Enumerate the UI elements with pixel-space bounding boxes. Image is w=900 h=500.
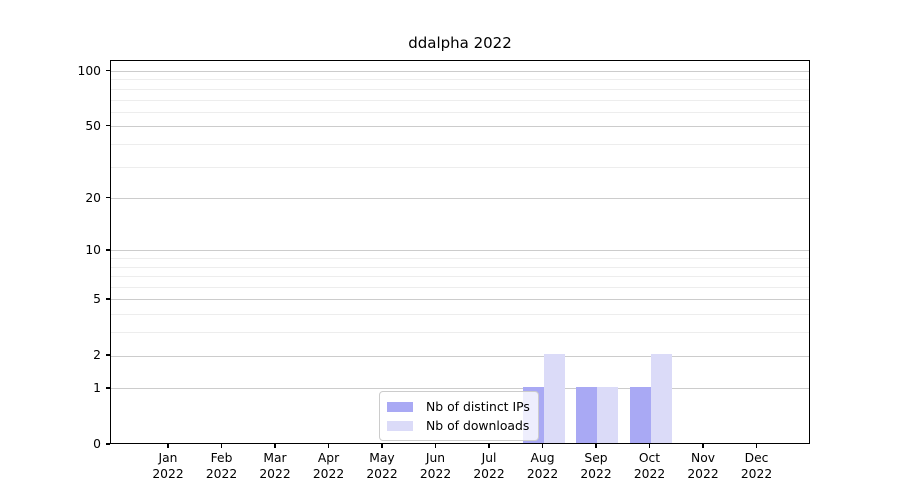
x-tick-month: Sep	[584, 451, 608, 465]
x-tick-month: Nov	[691, 451, 715, 465]
y-tick-label: 2	[93, 348, 101, 363]
x-tick-label: Mar 2022	[243, 451, 307, 482]
x-tick-year: 2022	[687, 466, 719, 481]
x-tick-label: Feb 2022	[190, 451, 254, 482]
legend-item: Nb of downloads	[387, 416, 530, 435]
y-tick-label: 1	[93, 380, 101, 395]
bar-nb-of-downloads	[597, 386, 618, 443]
minor-gridline	[111, 166, 809, 168]
major-gridline	[111, 71, 809, 72]
y-tick-mark	[106, 298, 110, 300]
y-tick-mark	[106, 69, 110, 72]
x-tick-mark	[755, 444, 758, 448]
y-tick-mark	[106, 196, 110, 199]
x-tick-mark	[167, 444, 169, 448]
x-tick-label: Jan 2022	[136, 451, 200, 482]
x-tick-year: 2022	[740, 466, 773, 481]
minor-gridline	[111, 79, 809, 81]
x-tick-year: 2022	[633, 466, 666, 481]
x-tick-mark	[541, 444, 544, 448]
major-gridline	[111, 126, 809, 128]
x-tick-month: Jun	[425, 451, 446, 465]
x-tick-label: Nov 2022	[671, 451, 735, 482]
x-tick-year: 2022	[259, 466, 291, 481]
major-gridline	[111, 250, 809, 252]
legend-swatch	[387, 420, 413, 431]
x-tick-year: 2022	[152, 466, 184, 481]
x-tick-year: 2022	[473, 466, 505, 481]
x-tick-year: 2022	[526, 466, 559, 481]
x-tick-label: May 2022	[350, 451, 414, 482]
x-tick-year: 2022	[312, 466, 345, 481]
x-tick-mark	[488, 444, 490, 448]
x-tick-mark	[274, 444, 276, 448]
legend-swatch	[387, 401, 413, 412]
x-tick-month: Apr	[317, 451, 340, 465]
y-tick-mark	[106, 249, 110, 251]
major-gridline	[111, 299, 809, 301]
legend-item: Nb of distinct IPs	[387, 397, 530, 416]
x-tick-label: Jul 2022	[457, 451, 521, 482]
minor-gridline	[111, 314, 809, 316]
x-tick-month: May	[369, 451, 395, 465]
y-tick-mark	[106, 354, 110, 356]
x-tick-month: Jul	[481, 451, 497, 465]
x-tick-label: Apr 2022	[297, 451, 361, 482]
bar-nb-of-downloads	[543, 354, 565, 443]
x-tick-label: Oct 2022	[618, 451, 682, 482]
x-tick-label: Sep 2022	[564, 451, 628, 482]
major-gridline	[111, 355, 809, 357]
x-tick-month: Feb	[210, 451, 233, 465]
x-tick-year: 2022	[205, 466, 238, 481]
y-tick-label: 50	[85, 118, 101, 133]
minor-gridline	[111, 143, 809, 145]
bar-nb-of-distinct-ips	[629, 386, 651, 443]
x-tick-mark	[595, 444, 597, 448]
minor-gridline	[111, 258, 809, 260]
major-gridline	[111, 198, 809, 200]
x-tick-year: 2022	[366, 466, 398, 481]
x-tick-label: Aug 2022	[511, 451, 575, 482]
x-tick-label: Dec 2022	[725, 451, 789, 482]
legend: Nb of distinct IPs Nb of downloads	[379, 391, 539, 441]
x-tick-month: Dec	[744, 451, 769, 465]
y-tick-mark	[106, 387, 110, 389]
minor-gridline	[111, 332, 809, 334]
major-gridline	[111, 388, 809, 390]
plot-area	[110, 60, 810, 444]
x-tick-mark	[381, 444, 383, 448]
y-tick-label: 100	[77, 63, 101, 78]
x-tick-mark	[702, 444, 704, 448]
x-tick-mark	[220, 444, 223, 448]
bar-nb-of-distinct-ips	[576, 386, 597, 443]
x-tick-year: 2022	[580, 466, 612, 481]
y-tick-label: 5	[93, 291, 101, 306]
minor-gridline	[111, 88, 809, 90]
x-tick-month: Mar	[263, 451, 287, 465]
x-tick-month: Jan	[158, 451, 178, 465]
y-tick-label: 20	[85, 190, 101, 205]
y-tick-mark	[106, 443, 110, 445]
y-tick-label: 10	[85, 242, 101, 257]
minor-gridline	[111, 99, 809, 101]
bar-nb-of-downloads	[650, 354, 672, 443]
minor-gridline	[111, 287, 809, 289]
x-tick-mark	[648, 444, 651, 448]
y-tick-mark	[106, 125, 110, 127]
minor-gridline	[111, 266, 809, 268]
x-tick-year: 2022	[419, 466, 452, 481]
x-tick-mark	[327, 444, 330, 448]
y-tick-label: 0	[93, 437, 101, 451]
chart-title: ddalpha 2022	[408, 34, 512, 52]
minor-gridline	[111, 111, 809, 113]
x-tick-month: Aug	[530, 451, 555, 465]
legend-label: Nb of downloads	[426, 418, 530, 433]
x-tick-mark	[434, 444, 437, 448]
minor-gridline	[111, 276, 809, 278]
x-tick-month: Oct	[638, 451, 661, 465]
x-tick-label: Jun 2022	[404, 451, 468, 482]
legend-label: Nb of distinct IPs	[426, 399, 530, 414]
